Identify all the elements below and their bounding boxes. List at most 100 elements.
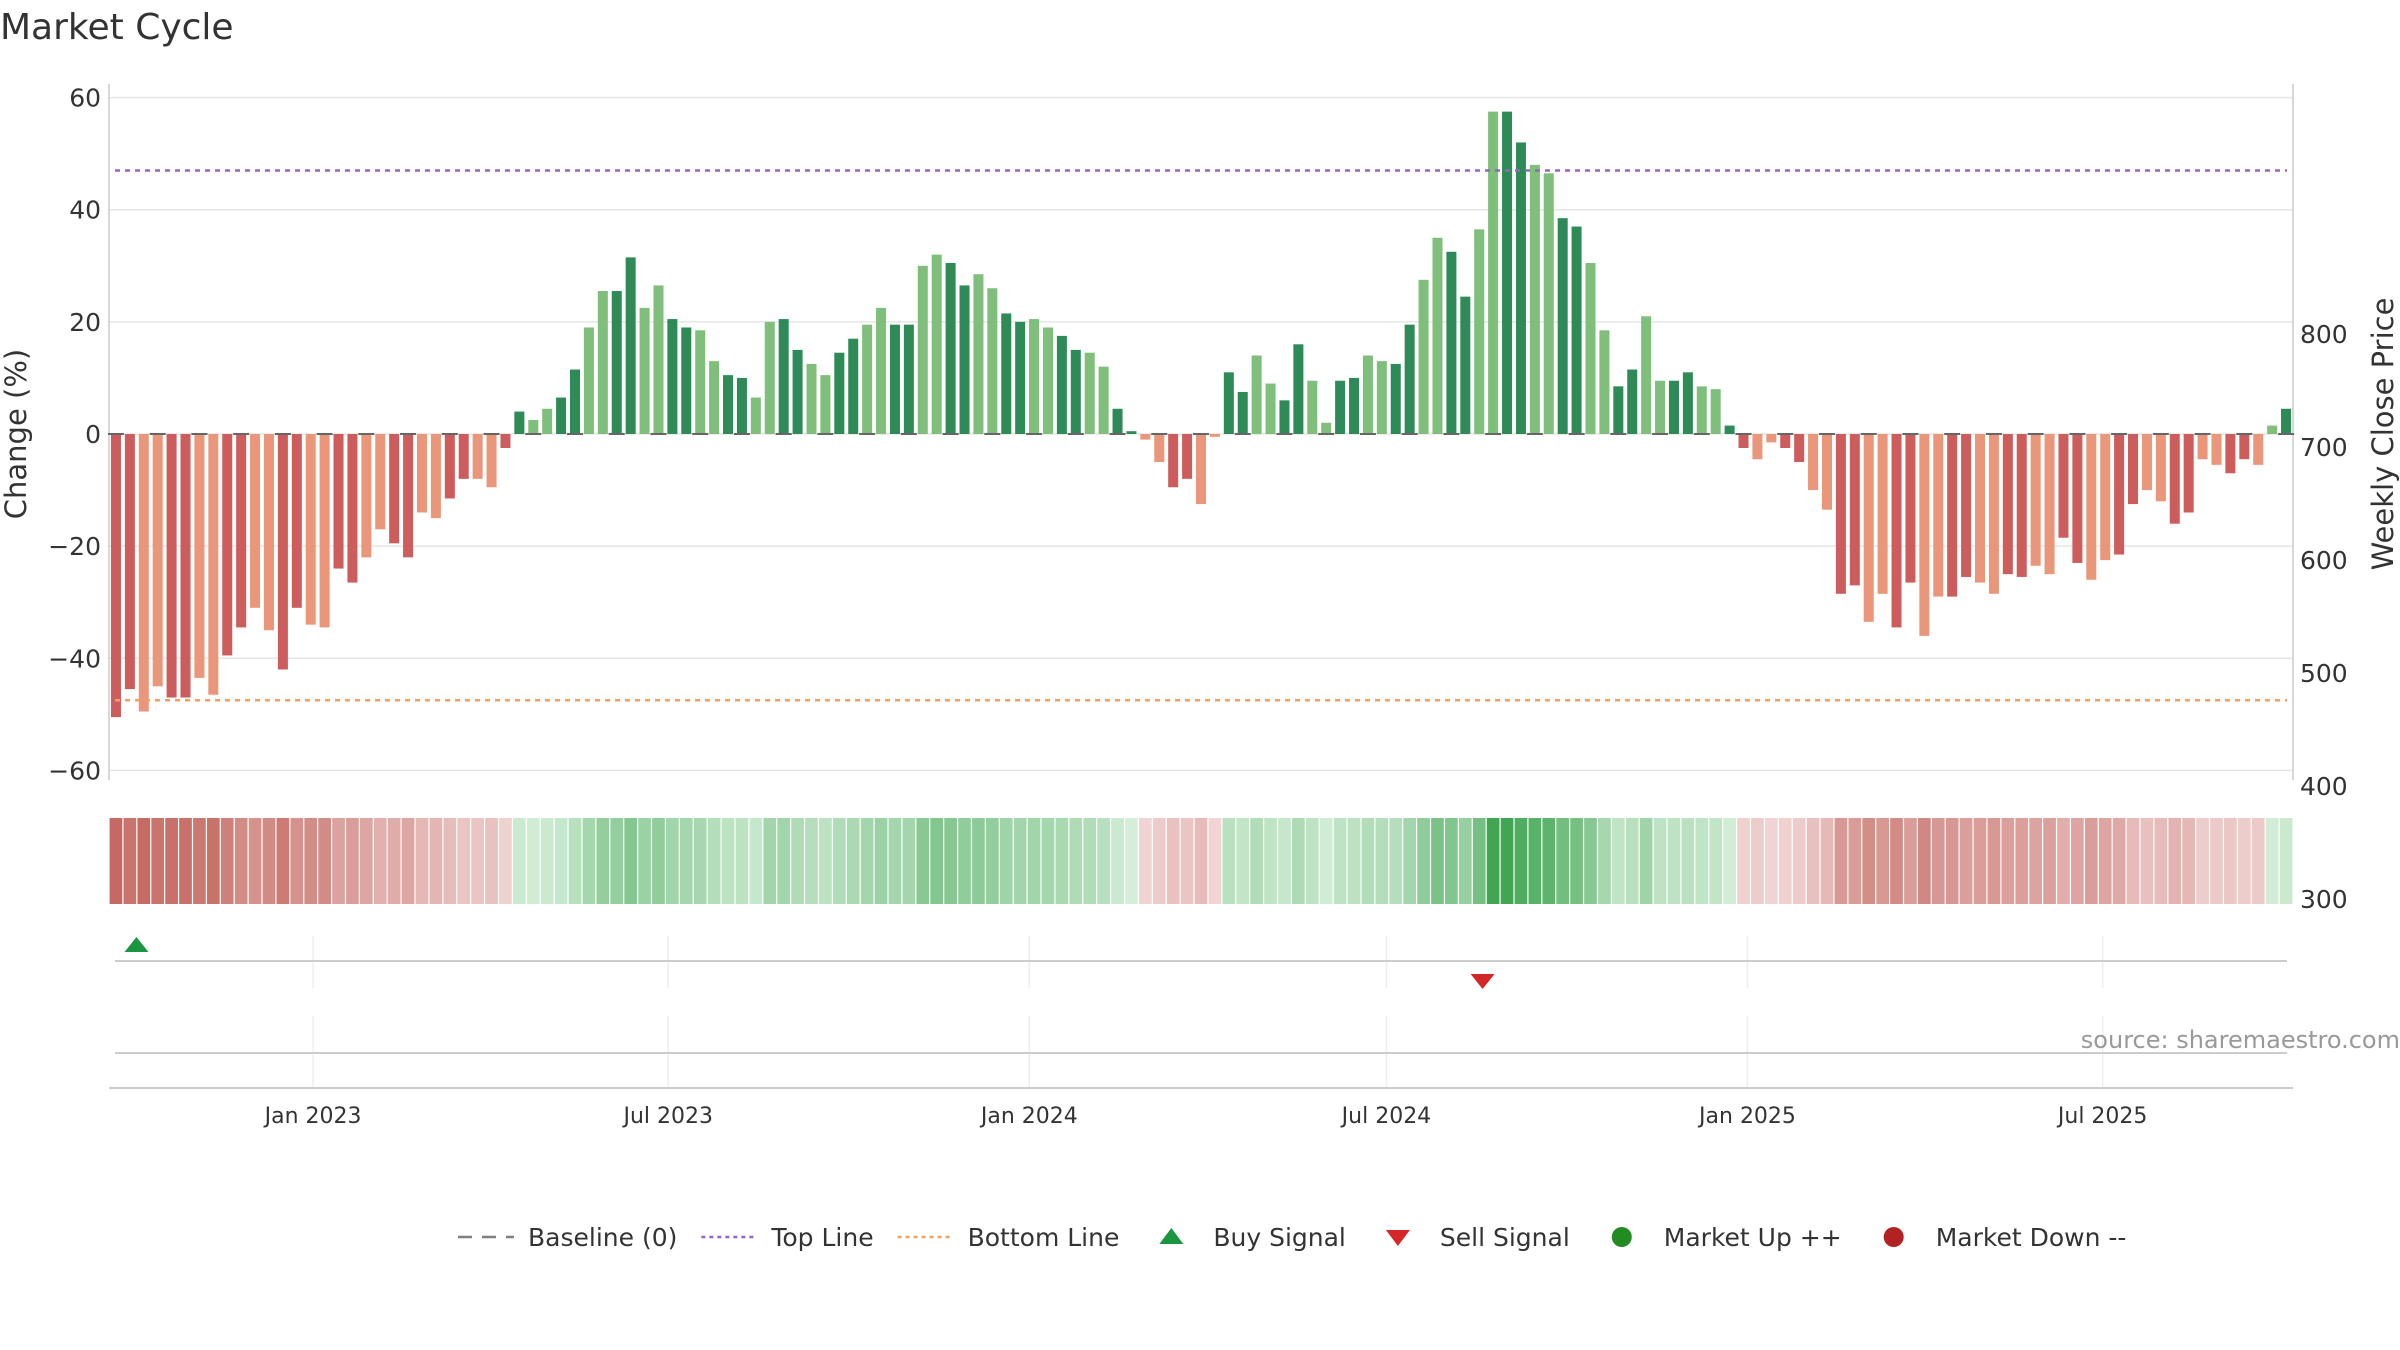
bar	[347, 434, 358, 583]
bar	[1891, 434, 1902, 628]
legend-buy-icon	[1159, 1228, 1184, 1244]
heat-cell	[749, 818, 763, 904]
y2-tick-label: 400	[2300, 772, 2348, 801]
bar	[681, 327, 692, 434]
heat-cell	[2210, 818, 2223, 904]
heat-cell	[1751, 818, 1764, 904]
heat-cell	[526, 818, 540, 904]
y2-tick-label: 800	[2300, 320, 2348, 349]
heat-cell	[429, 818, 443, 904]
heat-cell	[1125, 818, 1138, 904]
heat-cell	[1959, 818, 1973, 904]
heat-cell	[1904, 818, 1917, 904]
heat-cell	[2196, 818, 2209, 904]
heat-cell	[485, 818, 498, 904]
y-tick-label: 0	[85, 420, 101, 449]
legend-label: Sell Signal	[1440, 1223, 1570, 1252]
bar	[1251, 355, 1262, 434]
heat-cell	[666, 818, 679, 904]
heat-cell	[1723, 818, 1736, 904]
bar	[403, 434, 414, 558]
heat-cell	[387, 818, 401, 904]
heat-cell	[1375, 818, 1389, 904]
x-tick-label: Jan 2025	[1697, 1104, 1796, 1129]
heat-cell	[707, 818, 721, 904]
bar	[1140, 434, 1151, 440]
bar	[1571, 226, 1582, 434]
bar	[1307, 380, 1318, 434]
heat-cell	[930, 818, 944, 904]
heat-cell	[1820, 818, 1834, 904]
bar	[389, 434, 400, 544]
heat-cell	[972, 818, 985, 904]
chart-title: Market Cycle	[0, 7, 234, 48]
y2-axis-ticks: 800 700 600 500 400 300	[2300, 320, 2348, 914]
heat-cell	[2043, 818, 2056, 904]
bar	[1696, 386, 1707, 434]
bar	[583, 327, 594, 434]
heat-cell	[1361, 818, 1375, 904]
bar	[1780, 434, 1791, 449]
bar	[263, 434, 274, 631]
heat-cell	[2057, 818, 2070, 904]
bar	[2002, 434, 2013, 575]
bar	[848, 338, 859, 434]
bar	[1808, 434, 1819, 491]
bar	[2225, 434, 2236, 474]
heat-cell	[2029, 818, 2043, 904]
bar	[514, 411, 525, 434]
heat-cell	[846, 818, 860, 904]
bar	[2100, 434, 2111, 561]
heat-cell	[916, 818, 930, 904]
bar	[1042, 327, 1053, 434]
bar	[2211, 434, 2222, 465]
heat-cell	[1111, 818, 1124, 904]
heat-cell	[499, 818, 512, 904]
bar	[124, 434, 135, 690]
heat-cell	[1681, 818, 1695, 904]
heat-cell	[1041, 818, 1055, 904]
heat-cell	[596, 818, 610, 904]
heat-cell	[652, 818, 665, 904]
x-tick-label: Jul 2024	[1340, 1104, 1432, 1129]
bar	[1641, 316, 1652, 434]
heat-cell	[1431, 818, 1444, 904]
heat-cell	[721, 818, 735, 904]
bar	[222, 434, 233, 656]
x-tick-label: Jan 2024	[979, 1104, 1078, 1129]
bar	[750, 397, 761, 434]
bar	[1279, 400, 1290, 434]
heat-cell	[1792, 818, 1806, 904]
bar	[291, 434, 302, 608]
heat-cell	[401, 818, 415, 904]
bar	[1223, 372, 1234, 434]
heat-cell	[888, 818, 902, 904]
heat-cell	[554, 818, 568, 904]
bar	[236, 434, 247, 628]
heat-cell	[457, 818, 471, 904]
heat-cell	[1222, 818, 1236, 904]
heat-cell	[290, 818, 304, 904]
y2-axis-label: Weekly Close Price	[2366, 298, 2400, 571]
bar	[889, 324, 900, 434]
bar	[1821, 434, 1832, 510]
heat-cell	[2098, 818, 2112, 904]
bar	[2197, 434, 2208, 460]
bar	[2169, 434, 2180, 524]
heat-cell	[1208, 818, 1222, 904]
bar	[2030, 434, 2041, 566]
bar	[375, 434, 386, 530]
bar	[2016, 434, 2027, 577]
bar	[1974, 434, 1986, 583]
heat-cell	[2126, 818, 2140, 904]
heat-cell	[1250, 818, 1263, 904]
bar	[1863, 434, 1874, 622]
bar	[945, 263, 956, 434]
bar	[639, 307, 650, 434]
bar	[1515, 142, 1526, 434]
bar	[1321, 422, 1332, 434]
bar	[792, 349, 803, 434]
bar	[1446, 251, 1457, 434]
heat-cell	[832, 818, 846, 904]
heat-cell	[1653, 818, 1667, 904]
